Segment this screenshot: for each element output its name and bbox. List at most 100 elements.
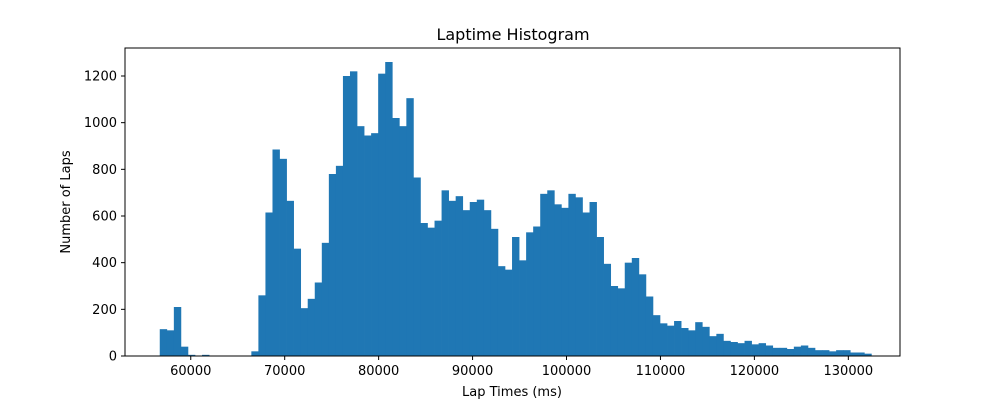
histogram-bar [547, 190, 555, 356]
x-tick-label: 120000 [730, 364, 780, 379]
histogram-bar [772, 347, 781, 356]
bars-group [159, 62, 872, 357]
histogram-bar [286, 200, 294, 356]
histogram-bar [385, 62, 393, 356]
histogram-bar [272, 149, 280, 356]
x-tick-label: 60000 [170, 364, 211, 379]
histogram-bar [638, 274, 647, 356]
histogram-bar [469, 202, 478, 356]
x-axis-label: Lap Times (ms) [462, 385, 562, 400]
histogram-bar [596, 237, 604, 356]
histogram-bar [864, 353, 872, 356]
histogram-bar [800, 345, 809, 356]
histogram-bar [258, 295, 266, 356]
x-tick-label: 130000 [824, 364, 874, 379]
histogram-bar [843, 350, 851, 356]
histogram-bar [364, 135, 372, 356]
histogram-bar [603, 263, 612, 356]
x-tick-label: 100000 [542, 364, 592, 379]
histogram-bar [589, 202, 597, 356]
histogram-bar [293, 248, 302, 356]
histogram-bar [413, 177, 421, 356]
y-tick-label: 400 [92, 256, 117, 271]
histogram-bar [251, 351, 259, 356]
histogram-bar [173, 307, 182, 356]
histogram-bar [265, 212, 273, 356]
histogram-bar [667, 325, 675, 356]
histogram-bar [441, 190, 449, 356]
histogram-bar [737, 343, 745, 356]
histogram-bar [159, 329, 168, 356]
histogram-bar [610, 286, 619, 356]
histogram-bar [857, 352, 865, 356]
y-tick-label: 0 [109, 350, 117, 365]
histogram-bar [406, 98, 414, 357]
histogram-bar [624, 262, 633, 356]
histogram-bar [758, 343, 767, 356]
y-axis-ticks: 0 200 400 600 800 1000 1200 [84, 70, 125, 365]
histogram-bar [652, 315, 661, 356]
x-tick-label: 110000 [636, 364, 686, 379]
histogram-bar [180, 346, 189, 356]
histogram-bar [829, 351, 837, 356]
histogram-bar [455, 196, 464, 356]
histogram-bar [751, 344, 759, 356]
histogram-bar [314, 282, 323, 356]
histogram-bar [709, 336, 717, 356]
histogram-bar [427, 227, 435, 356]
histogram-bar [786, 349, 795, 356]
histogram-bar [300, 308, 309, 356]
histogram-bar [335, 165, 344, 356]
y-tick-label: 1000 [84, 116, 117, 131]
histogram-bar [716, 333, 724, 356]
histogram-bar [779, 347, 788, 356]
histogram-bar [561, 207, 569, 356]
histogram-bar [279, 158, 287, 356]
histogram-bar [202, 354, 210, 356]
histogram-bar [504, 269, 513, 356]
x-tick-label: 70000 [264, 364, 305, 379]
histogram-bar [342, 76, 351, 356]
histogram-bar [512, 237, 520, 356]
histogram-bar [166, 330, 175, 356]
chart-title: Laptime Histogram [436, 25, 589, 44]
histogram-bar [695, 322, 703, 356]
histogram-bar [645, 296, 654, 356]
y-tick-label: 200 [92, 303, 117, 318]
histogram-bar [533, 226, 541, 356]
histogram-bar [483, 210, 492, 356]
histogram-bar [349, 71, 358, 356]
histogram-bar [490, 228, 499, 356]
histogram-bar [321, 242, 330, 356]
histogram-bar [526, 232, 534, 356]
histogram-bar [688, 330, 696, 356]
histogram-bar [328, 174, 337, 356]
x-tick-label: 80000 [358, 364, 399, 379]
y-axis-label: Number of Laps [59, 150, 74, 253]
histogram-bar [554, 204, 562, 356]
histogram-bar [814, 350, 823, 356]
histogram-bar [765, 345, 774, 356]
plot-frame [124, 47, 901, 357]
histogram-bar [420, 223, 428, 356]
histogram-bar [836, 350, 844, 356]
y-tick-label: 600 [92, 210, 117, 225]
histogram-bar [659, 323, 668, 356]
histogram-bar [462, 210, 471, 356]
histogram-bar [631, 258, 640, 356]
histogram-bar [730, 342, 738, 356]
histogram-bar [674, 321, 682, 356]
histogram-bar [357, 126, 365, 357]
histogram-bar [371, 133, 379, 356]
histogram-bar [476, 199, 485, 356]
histogram-bar [399, 126, 407, 357]
histogram-bar [723, 340, 731, 356]
histogram-bar [807, 347, 816, 356]
histogram-bar [575, 197, 583, 356]
histogram-bar [822, 350, 830, 356]
x-axis-ticks: 60000 70000 80000 90000 100000 110000 120000 13… [170, 356, 873, 379]
histogram-bar [187, 354, 196, 356]
y-tick-label: 800 [92, 163, 117, 178]
histogram-bar [793, 346, 802, 356]
